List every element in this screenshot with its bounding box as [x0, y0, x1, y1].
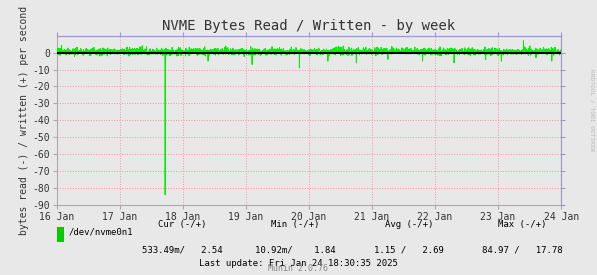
Y-axis label: bytes read (-) / written (+) per second: bytes read (-) / written (+) per second — [19, 6, 29, 235]
Text: 10.92m/    1.84: 10.92m/ 1.84 — [255, 246, 336, 255]
Text: Last update: Fri Jan 24 18:30:35 2025: Last update: Fri Jan 24 18:30:35 2025 — [199, 259, 398, 268]
Text: Min (-/+): Min (-/+) — [271, 220, 320, 229]
Title: NVME Bytes Read / Written - by week: NVME Bytes Read / Written - by week — [162, 19, 456, 33]
Text: Avg (-/+): Avg (-/+) — [384, 220, 433, 229]
Text: /dev/nvme0n1: /dev/nvme0n1 — [69, 228, 133, 237]
Text: 1.15 /   2.69: 1.15 / 2.69 — [374, 246, 444, 255]
Text: RRDTOOL / TOBI OETIKER: RRDTOOL / TOBI OETIKER — [589, 69, 594, 151]
Text: Cur (-/+): Cur (-/+) — [158, 220, 207, 229]
Text: Munin 2.0.76: Munin 2.0.76 — [269, 264, 328, 273]
Text: 533.49m/   2.54: 533.49m/ 2.54 — [141, 246, 223, 255]
Text: Max (-/+): Max (-/+) — [498, 220, 547, 229]
Text: 84.97 /   17.78: 84.97 / 17.78 — [482, 246, 563, 255]
